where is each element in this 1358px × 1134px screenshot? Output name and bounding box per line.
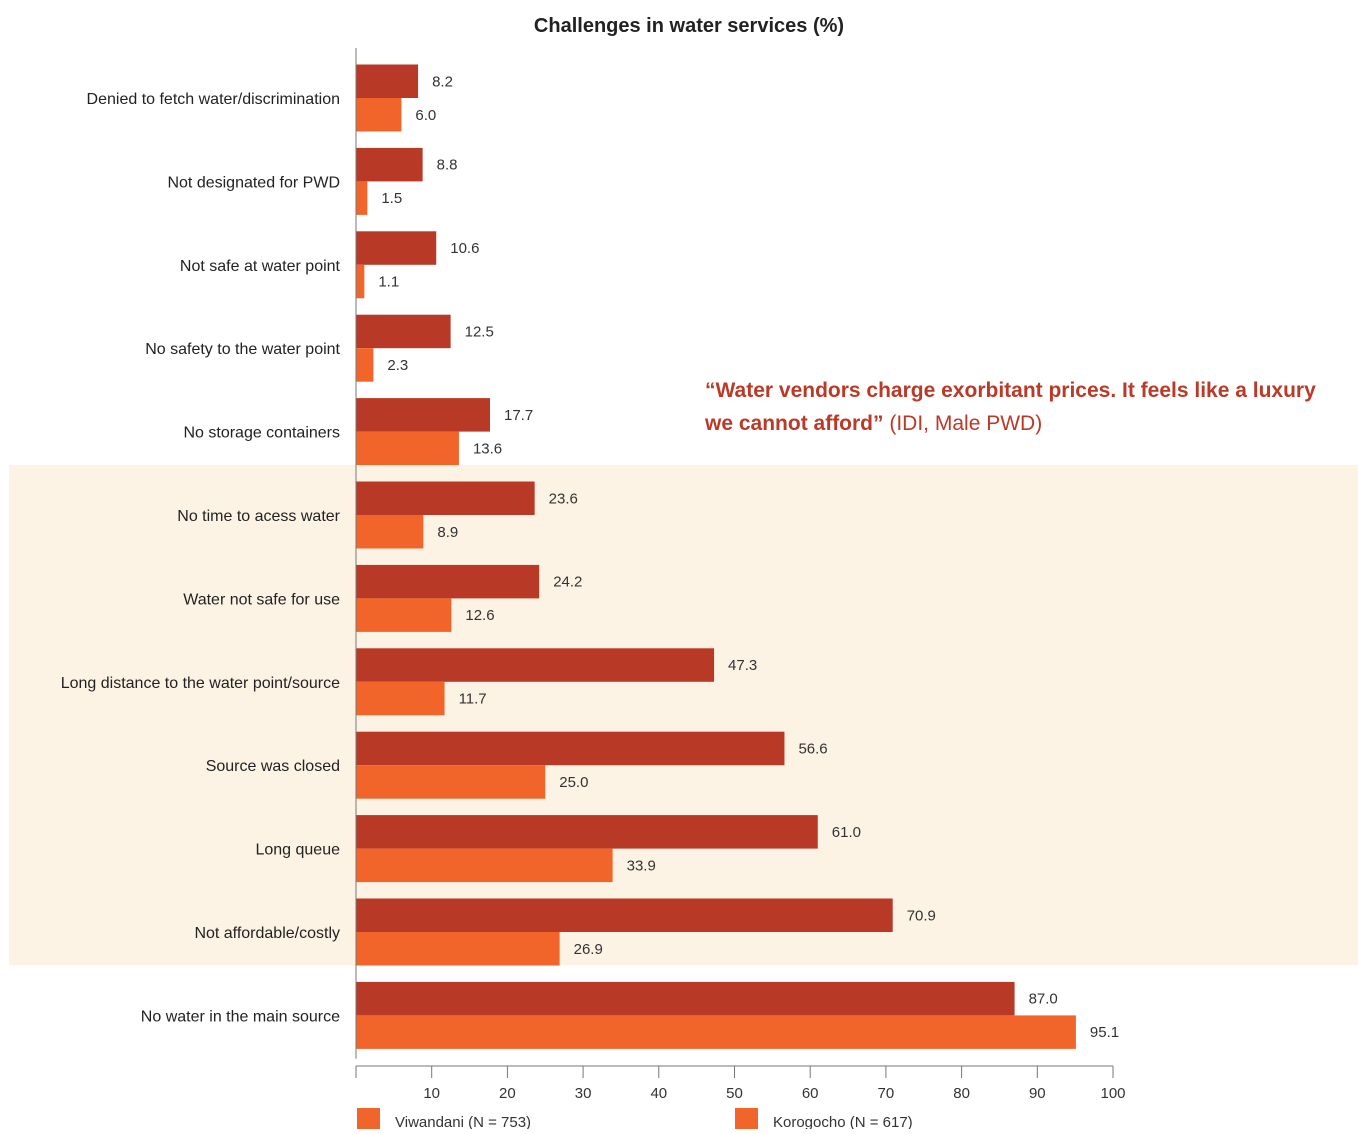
bar-korogocho-cat-6: [356, 598, 452, 632]
category-label-cat-6: Water not safe for use: [183, 591, 340, 608]
x-tick-label-80: 80: [953, 1085, 970, 1102]
bar-viwandani-cat-8: [356, 731, 785, 766]
bar-korogocho-cat-11: [356, 1015, 1076, 1049]
data-label-viwandani-cat-0: 8.2: [432, 73, 453, 90]
bar-viwandani-cat-6: [356, 564, 540, 599]
bar-korogocho-cat-4: [356, 431, 459, 466]
x-tick-label-30: 30: [575, 1085, 592, 1102]
data-label-korogocho-cat-0: 6.0: [415, 107, 436, 124]
quote-source: (IDI, Male PWD): [889, 412, 1043, 435]
x-tick-label-60: 60: [802, 1085, 819, 1102]
bar-korogocho-cat-0: [356, 98, 402, 132]
category-label-cat-9: Long queue: [255, 842, 340, 859]
x-tick-label-100: 100: [1100, 1085, 1125, 1102]
data-label-korogocho-cat-1: 1.5: [381, 190, 402, 207]
bar-korogocho-cat-9: [356, 848, 613, 883]
highlight-band: [9, 465, 1358, 966]
data-label-korogocho-cat-10: 26.9: [574, 941, 603, 958]
bar-viwandani-cat-4: [356, 398, 490, 432]
quote-callout: “Water vendors charge exorbitant prices.…: [705, 374, 1345, 440]
x-tick-label-20: 20: [499, 1085, 516, 1102]
category-label-cat-2: Not safe at water point: [180, 258, 341, 275]
data-label-viwandani-cat-7: 47.3: [728, 657, 757, 674]
quote-text: “Water vendors charge exorbitant prices.…: [705, 379, 1316, 435]
data-label-viwandani-cat-3: 12.5: [465, 323, 494, 340]
data-label-korogocho-cat-11: 95.1: [1090, 1024, 1119, 1041]
x-tick-label-40: 40: [650, 1085, 667, 1102]
data-label-viwandani-cat-2: 10.6: [450, 240, 479, 257]
data-label-viwandani-cat-4: 17.7: [504, 407, 533, 424]
data-label-viwandani-cat-10: 70.9: [907, 907, 936, 924]
data-label-korogocho-cat-3: 2.3: [387, 357, 408, 374]
data-label-korogocho-cat-4: 13.6: [473, 440, 502, 457]
x-tick-label-90: 90: [1029, 1085, 1046, 1102]
category-label-cat-0: Denied to fetch water/discrimination: [87, 91, 340, 108]
category-label-cat-3: No safety to the water point: [145, 341, 340, 358]
data-label-viwandani-cat-9: 61.0: [832, 824, 861, 841]
bar-viwandani-cat-1: [356, 147, 423, 182]
x-tick-label-50: 50: [726, 1085, 743, 1102]
category-label-cat-1: Not designated for PWD: [167, 174, 340, 191]
category-label-cat-8: Source was closed: [206, 758, 340, 775]
bar-korogocho-cat-5: [356, 515, 424, 549]
data-label-viwandani-cat-11: 87.0: [1029, 991, 1058, 1008]
x-tick-label-70: 70: [878, 1085, 895, 1102]
data-label-korogocho-cat-9: 33.9: [627, 857, 656, 874]
category-label-cat-4: No storage containers: [183, 425, 340, 442]
bar-viwandani-cat-5: [356, 481, 535, 515]
data-label-korogocho-cat-8: 25.0: [559, 774, 588, 791]
category-label-cat-5: No time to acess water: [177, 508, 340, 525]
data-label-viwandani-cat-6: 24.2: [553, 574, 582, 591]
category-label-cat-10: Not affordable/costly: [194, 925, 340, 942]
data-label-korogocho-cat-7: 11.7: [459, 691, 487, 708]
bar-viwandani-cat-9: [356, 815, 818, 849]
bar-viwandani-cat-2: [356, 231, 437, 265]
bar-viwandani-cat-3: [356, 314, 451, 349]
data-label-viwandani-cat-1: 8.8: [437, 157, 458, 174]
bar-korogocho-cat-7: [356, 681, 445, 716]
bar-viwandani-cat-7: [356, 648, 715, 682]
bar-korogocho-cat-2: [356, 264, 365, 299]
category-label-cat-7: Long distance to the water point/source: [61, 675, 340, 692]
legend-swatch-korogocho: [735, 1108, 758, 1129]
bar-viwandani-cat-0: [356, 64, 419, 98]
legend-label-korogocho: Korogocho (N = 617): [773, 1114, 913, 1129]
legend-swatch-viwandani: [357, 1108, 380, 1129]
data-label-korogocho-cat-2: 1.1: [378, 274, 399, 291]
bar-korogocho-cat-8: [356, 765, 546, 799]
legend-label-viwandani: Viwandani (N = 753): [395, 1114, 531, 1129]
bar-korogocho-cat-10: [356, 932, 560, 966]
x-tick-label-10: 10: [423, 1085, 440, 1102]
data-label-korogocho-cat-5: 8.9: [437, 524, 458, 541]
category-label-cat-11: No water in the main source: [141, 1008, 340, 1025]
bar-viwandani-cat-10: [356, 898, 893, 932]
bar-viwandani-cat-11: [356, 981, 1015, 1016]
bar-korogocho-cat-3: [356, 348, 374, 382]
data-label-viwandani-cat-5: 23.6: [549, 490, 578, 507]
bar-korogocho-cat-1: [356, 181, 368, 215]
data-label-korogocho-cat-6: 12.6: [465, 607, 494, 624]
chart-title: Challenges in water services (%): [534, 15, 844, 37]
data-label-viwandani-cat-8: 56.6: [798, 740, 827, 757]
